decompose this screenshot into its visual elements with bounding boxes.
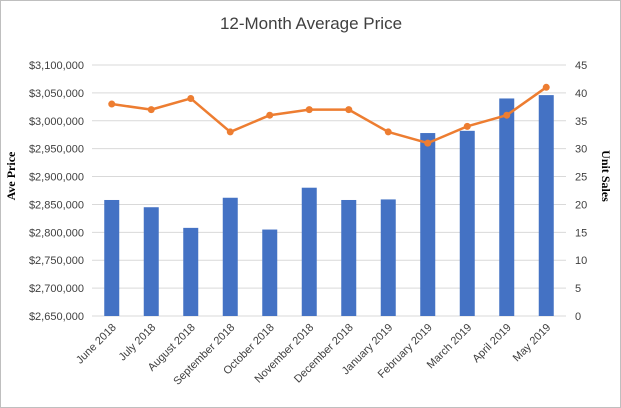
- line-point: [542, 83, 550, 91]
- line-point: [226, 128, 234, 136]
- bar: [380, 199, 396, 316]
- y-tick-label: $2,700,000: [29, 283, 84, 295]
- bar: [341, 199, 357, 316]
- line-path: [111, 86, 547, 145]
- line-point: [463, 122, 471, 130]
- line-point: [108, 100, 116, 108]
- y2-tick-label: 35: [575, 116, 587, 128]
- y2-tick-label: 30: [575, 144, 587, 156]
- bar: [459, 130, 475, 316]
- bar-series: [104, 95, 554, 317]
- y2-tick-label: 40: [575, 88, 587, 100]
- line-point: [266, 111, 274, 119]
- y-tick-label: $2,650,000: [29, 311, 84, 323]
- y-tick-label: $3,000,000: [29, 116, 84, 128]
- y2-tick-label: 5: [575, 283, 581, 295]
- y2-tick-label: 25: [575, 172, 587, 184]
- x-tick-label: April 2019: [470, 322, 514, 366]
- bar: [538, 95, 554, 317]
- line-point: [305, 106, 313, 114]
- line-series: [108, 83, 550, 147]
- bar: [143, 207, 159, 316]
- y-tick-label: $2,900,000: [29, 172, 84, 184]
- line-point: [147, 106, 155, 114]
- y-tick-label: $2,750,000: [29, 255, 84, 267]
- bar: [222, 197, 238, 316]
- x-tick-label: July 2018: [117, 322, 159, 364]
- gridlines: [92, 64, 566, 317]
- y-tick-label: $2,850,000: [29, 199, 84, 211]
- x-tick-label: June 2018: [74, 322, 119, 367]
- line-point: [384, 128, 392, 136]
- y-axis-left: $2,650,000 $2,700,000 $2,750,000 $2,800,000…: [29, 60, 84, 323]
- y2-axis-title: Unit Sales: [599, 150, 613, 202]
- bar: [183, 227, 199, 316]
- y2-tick-label: 15: [575, 227, 587, 239]
- line-point: [187, 94, 195, 102]
- line-point: [503, 111, 511, 119]
- y-tick-label: $2,950,000: [29, 144, 84, 156]
- bar: [262, 229, 278, 316]
- y2-tick-label: 10: [575, 255, 587, 267]
- bar: [420, 133, 436, 316]
- bar: [104, 199, 120, 316]
- y-tick-label: $2,800,000: [29, 227, 84, 239]
- y-tick-label: $3,050,000: [29, 88, 84, 100]
- bar: [499, 98, 515, 316]
- y2-tick-label: 0: [575, 311, 581, 323]
- y2-tick-label: 45: [575, 60, 587, 72]
- chart-title: 12-Month Average Price: [220, 14, 402, 33]
- y-tick-label: $3,100,000: [29, 60, 84, 72]
- line-point: [424, 139, 432, 147]
- y-axis-right: 0 5 10 15 20 25 30 35 40 45: [575, 60, 587, 323]
- line-point: [345, 106, 353, 114]
- y-axis-title: Ave Price: [4, 151, 18, 200]
- x-tick-label: May 2019: [511, 322, 554, 365]
- y2-tick-label: 20: [575, 199, 587, 211]
- bar: [301, 187, 317, 316]
